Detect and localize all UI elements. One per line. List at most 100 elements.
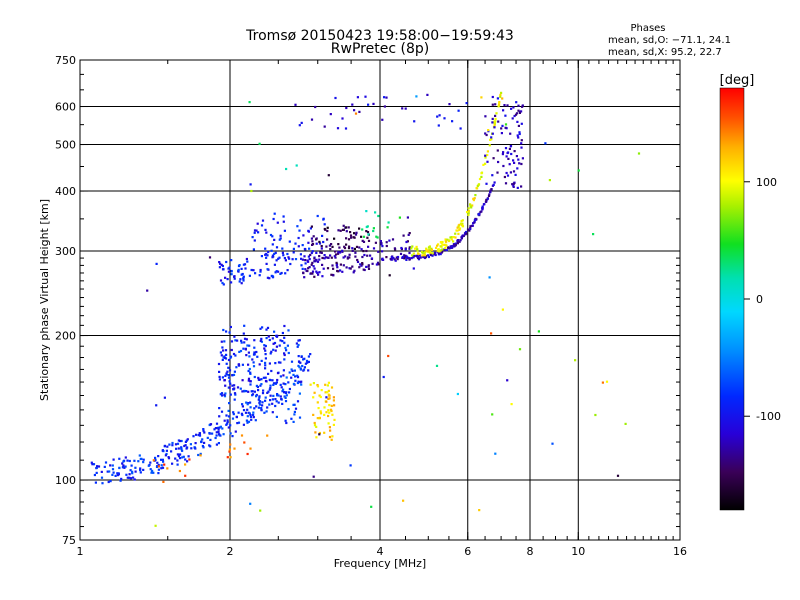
data-point — [351, 265, 354, 268]
data-point — [486, 153, 489, 157]
data-point — [410, 247, 413, 250]
data-point — [313, 260, 316, 263]
data-point — [218, 266, 221, 269]
data-point — [372, 247, 376, 250]
data-point — [259, 384, 262, 387]
data-point — [382, 375, 385, 379]
data-point — [313, 421, 316, 425]
data-point — [234, 430, 237, 433]
data-point — [461, 223, 464, 226]
data-point — [348, 256, 351, 259]
data-point — [462, 234, 465, 237]
data-point — [323, 254, 326, 257]
data-point — [222, 283, 225, 286]
data-point — [445, 240, 448, 243]
chart-title: Tromsø 20150423 19:58:00−19:59:43 — [245, 28, 514, 44]
data-point — [275, 415, 278, 418]
data-point — [252, 413, 255, 416]
data-point — [454, 236, 457, 239]
data-point — [339, 269, 342, 272]
data-point — [151, 469, 154, 472]
data-point — [486, 197, 489, 201]
y-tick-label: 75 — [62, 534, 76, 547]
data-point — [281, 390, 284, 393]
data-point — [354, 255, 357, 258]
data-point — [516, 186, 519, 189]
data-point — [258, 396, 261, 399]
data-point — [160, 458, 163, 461]
data-point — [251, 393, 255, 396]
data-point — [482, 163, 485, 166]
data-point — [509, 132, 512, 135]
data-point — [314, 259, 318, 262]
data-point — [284, 346, 287, 350]
data-point — [426, 93, 429, 96]
data-point — [306, 269, 309, 273]
data-point — [367, 239, 371, 242]
data-point — [283, 352, 286, 355]
data-point — [444, 246, 447, 250]
data-point — [415, 95, 418, 98]
data-point — [316, 260, 320, 263]
data-point — [109, 464, 112, 467]
data-point — [478, 509, 481, 512]
data-point — [345, 230, 348, 233]
data-point — [371, 262, 374, 265]
data-point — [349, 267, 352, 270]
data-point — [310, 251, 313, 255]
data-point — [261, 326, 264, 329]
data-point — [367, 264, 370, 267]
data-point — [484, 132, 487, 135]
data-point — [375, 235, 378, 238]
x-tick-label: 16 — [673, 545, 687, 558]
data-point — [300, 121, 303, 124]
data-point — [361, 255, 364, 259]
data-point — [284, 383, 287, 386]
data-point — [249, 372, 252, 375]
data-point — [429, 253, 432, 256]
data-point — [218, 433, 221, 436]
data-point — [487, 129, 490, 132]
data-point — [149, 461, 152, 464]
data-point — [353, 236, 356, 239]
data-point — [502, 151, 505, 154]
data-point — [122, 464, 125, 467]
data-point — [419, 256, 422, 259]
data-point — [510, 152, 513, 156]
data-point — [507, 151, 510, 154]
data-point — [225, 373, 228, 376]
data-point — [267, 372, 270, 375]
data-point — [219, 425, 222, 428]
data-point — [312, 396, 315, 399]
data-point — [323, 257, 326, 260]
data-point — [307, 355, 310, 358]
data-point — [225, 414, 228, 417]
data-point — [465, 232, 468, 235]
data-point — [265, 262, 268, 265]
data-point — [249, 183, 252, 186]
data-point — [299, 219, 302, 222]
data-point — [386, 226, 389, 229]
data-point — [491, 121, 494, 124]
data-point — [439, 245, 442, 248]
data-point — [166, 467, 169, 470]
data-point — [221, 268, 225, 271]
data-point — [431, 254, 434, 257]
data-point — [253, 346, 256, 349]
data-point — [257, 376, 260, 379]
data-point — [298, 392, 301, 395]
data-point — [155, 262, 158, 265]
data-point — [348, 253, 351, 256]
data-point — [493, 126, 496, 129]
data-point — [181, 449, 184, 452]
data-point — [270, 249, 273, 252]
data-point — [237, 363, 240, 366]
data-point — [229, 424, 232, 427]
data-point — [405, 258, 408, 261]
data-point — [330, 386, 334, 389]
data-point — [309, 227, 312, 230]
data-point — [321, 275, 324, 278]
data-point — [366, 231, 370, 234]
data-point — [450, 236, 453, 239]
data-point — [456, 242, 459, 245]
